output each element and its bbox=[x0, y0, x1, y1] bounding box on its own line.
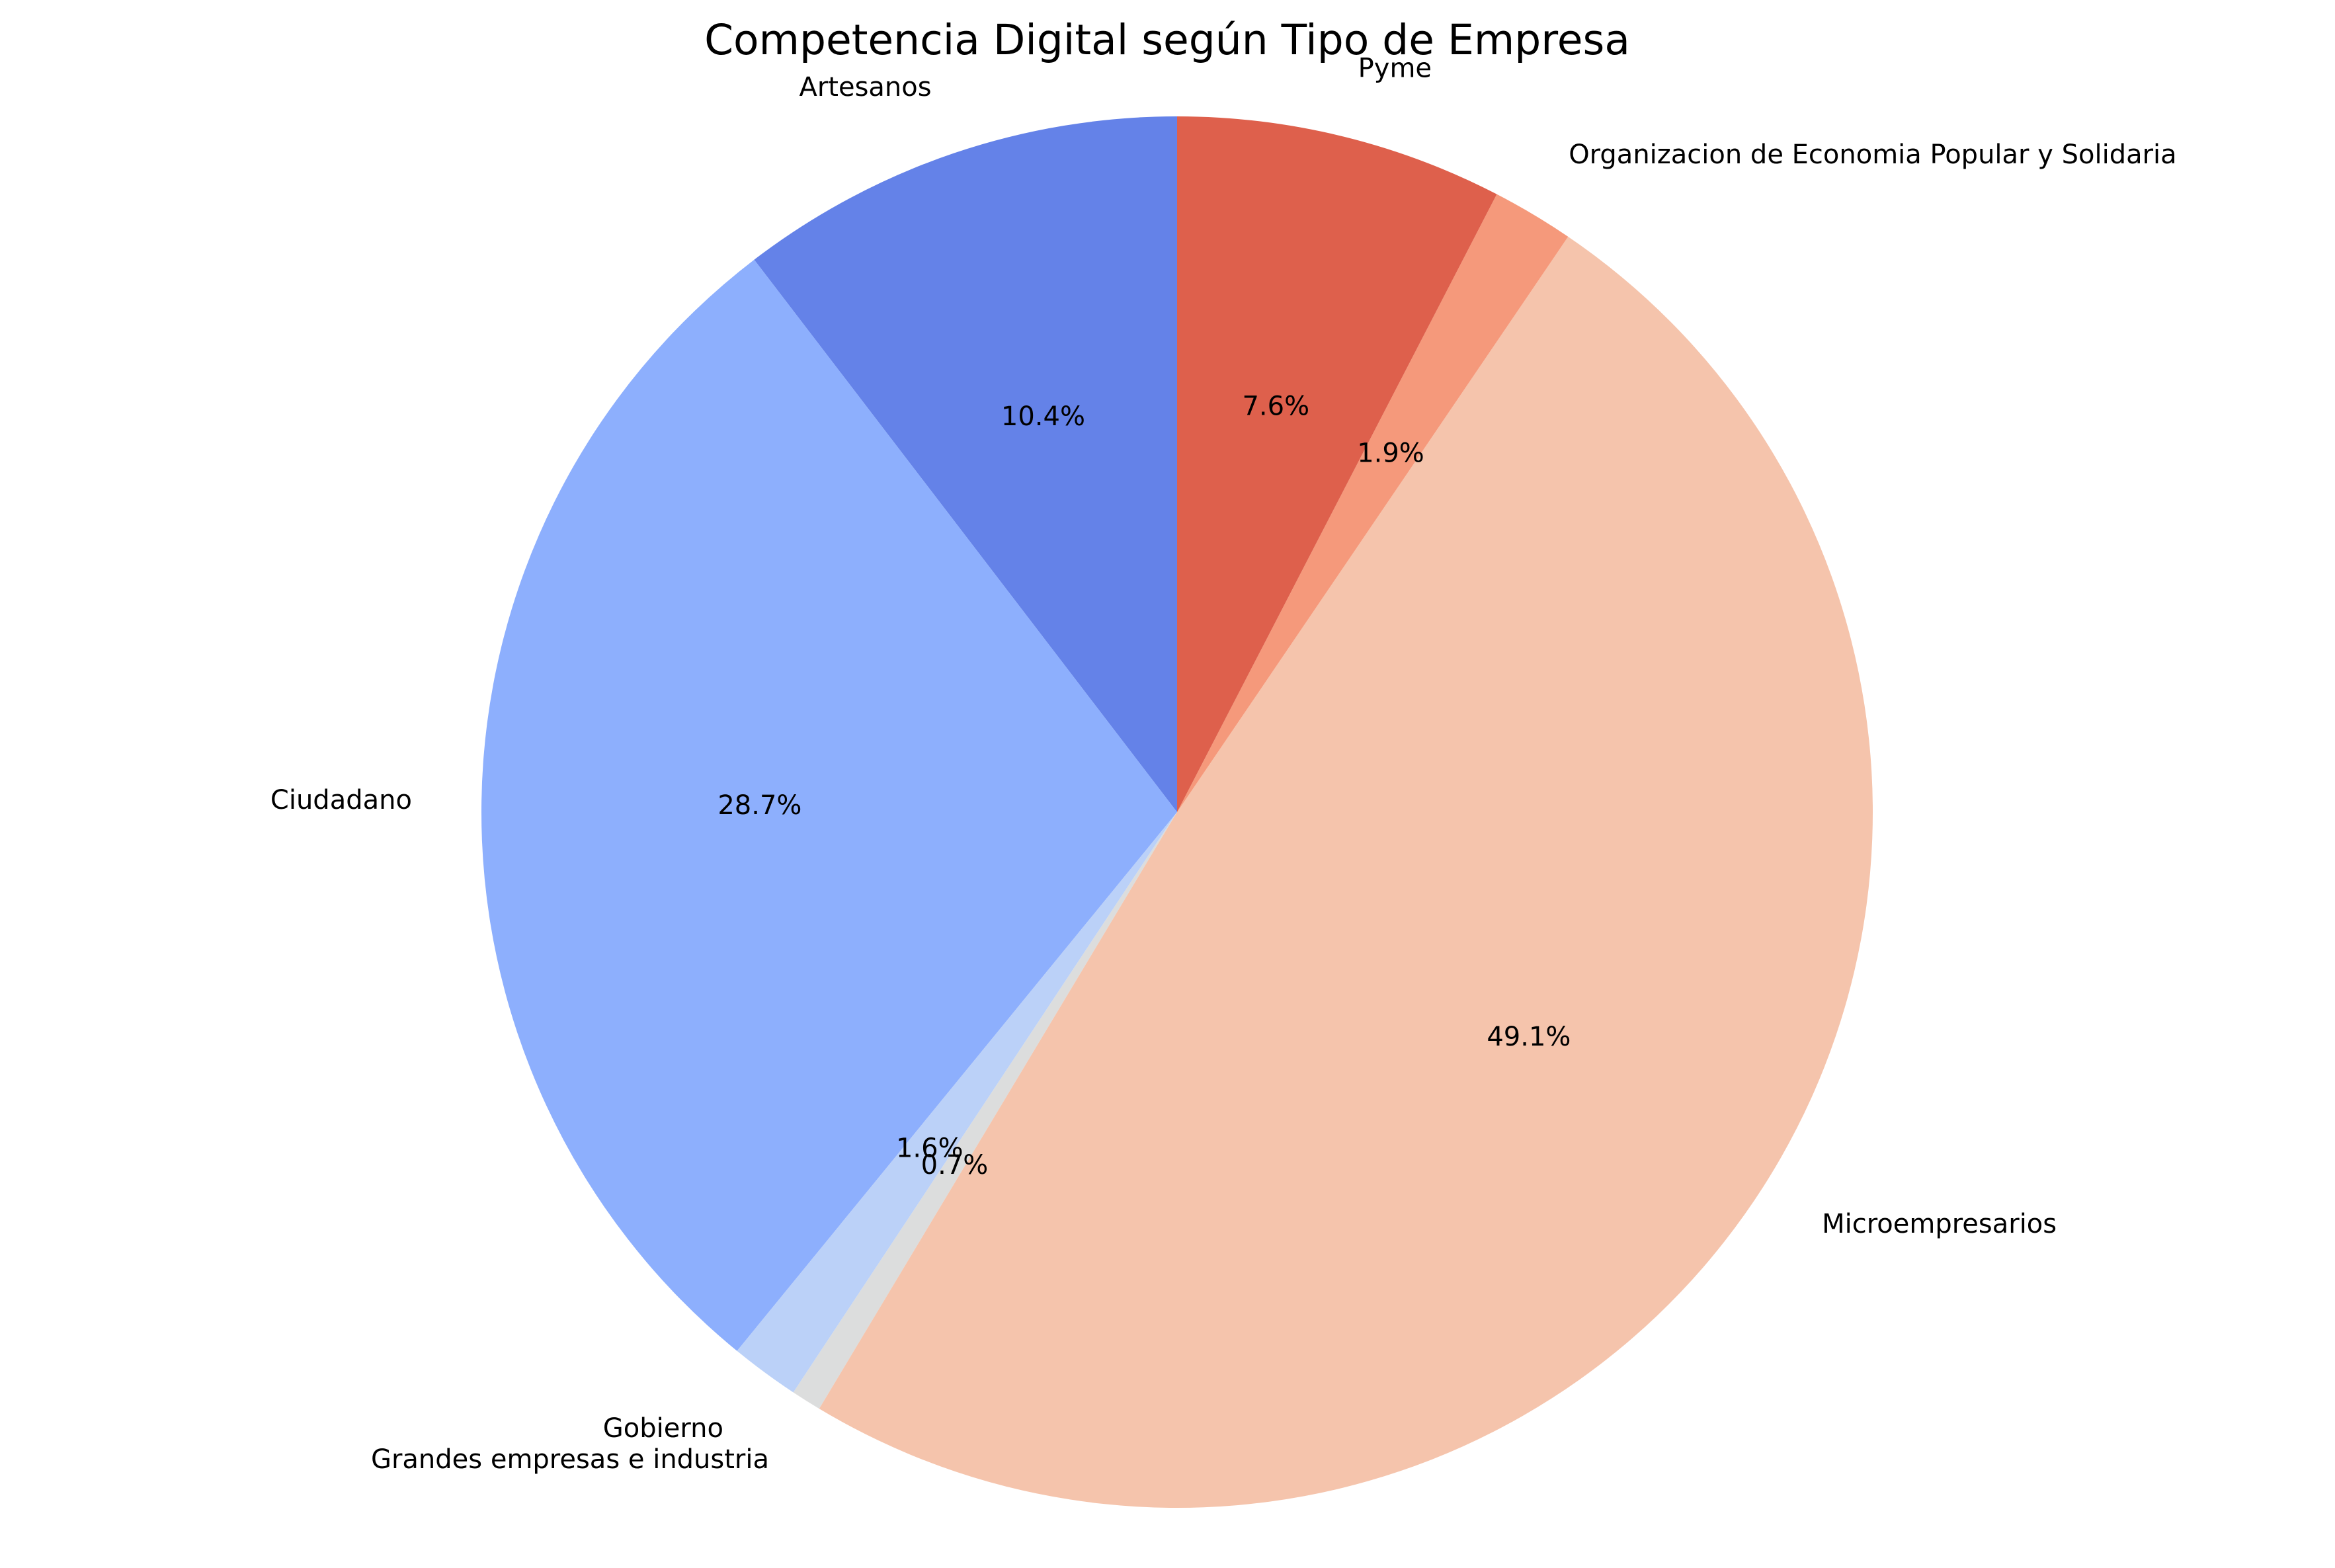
pct-label-pyme: 7.6% bbox=[1242, 392, 1309, 422]
pie-slice-gobierno bbox=[737, 812, 1177, 1393]
pie-slice-microempresarios bbox=[819, 236, 1873, 1508]
pie-slice-grandes-empresas-e-industria bbox=[793, 812, 1177, 1409]
slice-label-microempresarios: Microempresarios bbox=[1822, 1209, 2057, 1239]
slice-label-grandes-empresas-e-industria: Grandes empresas e industria bbox=[371, 1444, 769, 1475]
slice-label-artesanos: Artesanos bbox=[799, 72, 931, 103]
pct-label-ciudadano: 28.7% bbox=[717, 790, 801, 821]
slice-label-organizacion-de-economia-popular-y-solidaria: Organizacion de Economia Popular y Solid… bbox=[1569, 140, 2176, 170]
pie-slice-pyme bbox=[1177, 116, 1497, 812]
pie-slice-organizacion-de-economia-popular-y-solidaria bbox=[1177, 194, 1569, 813]
pct-label-organizacion-de-economia-popular-y-solidaria: 1.9% bbox=[1357, 438, 1424, 469]
chart-title: Competencia Digital según Tipo de Empres… bbox=[704, 16, 1630, 64]
slice-label-ciudadano: Ciudadano bbox=[270, 785, 412, 815]
pie-slice-artesanos bbox=[754, 116, 1177, 812]
percent-labels: 10.4% 28.7% 1.6%0.7% 49.1% 1.9% 7.6% bbox=[717, 392, 1571, 1180]
pie-slices bbox=[481, 116, 1873, 1508]
pie-slice-ciudadano bbox=[481, 259, 1178, 1351]
slice-label-gobierno: Gobierno bbox=[603, 1413, 723, 1444]
pct-label-microempresarios: 49.1% bbox=[1487, 1022, 1571, 1052]
pct-label-gobierno: 1.6% bbox=[896, 1133, 963, 1163]
pct-label-grandes-empresas-e-industria: 0.7% bbox=[921, 1150, 989, 1180]
pct-label-artesanos: 10.4% bbox=[1001, 401, 1085, 432]
slice-label-pyme: Pyme bbox=[1358, 54, 1432, 84]
